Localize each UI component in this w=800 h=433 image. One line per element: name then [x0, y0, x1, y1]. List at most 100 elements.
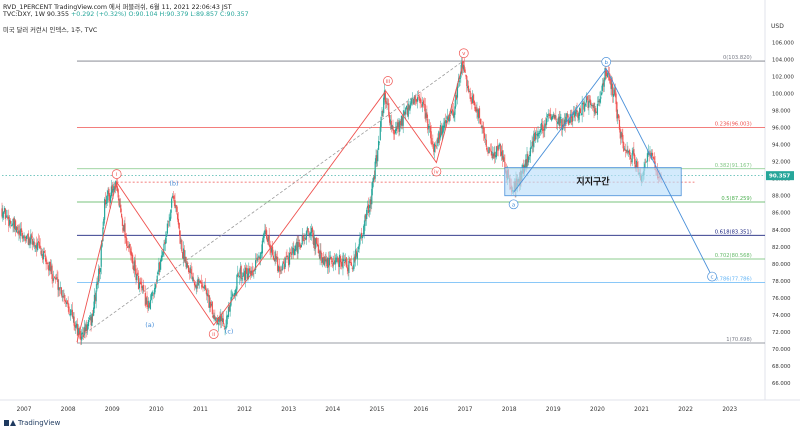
candle-body [238, 275, 241, 278]
candle-body [234, 293, 236, 295]
candle-body [439, 133, 441, 140]
candle-body [191, 272, 193, 280]
blue-wave-label-circle [601, 57, 612, 67]
candle-body [436, 139, 438, 146]
candle-body [244, 267, 247, 281]
candle-body [367, 204, 370, 213]
candle-body [200, 281, 202, 284]
candle-body [500, 145, 502, 157]
candle-body [215, 317, 218, 319]
candle-body [604, 67, 606, 80]
candle-body [370, 199, 372, 205]
x-tick-label: 2008 [61, 407, 76, 413]
candle-body [109, 194, 111, 202]
candle-body [475, 107, 477, 112]
candle-body [12, 219, 14, 225]
candle-body [182, 248, 185, 259]
candle-body [578, 114, 580, 120]
candle-body [501, 150, 504, 160]
y-tick-label: 98.000 [772, 109, 791, 115]
candle-body [361, 236, 364, 239]
symbol-price: TVC:DXY, 1W 90.355 [3, 11, 69, 18]
candle-body [602, 82, 604, 86]
candle-body [47, 263, 49, 264]
candle-body [68, 306, 70, 314]
x-tick-label: 2007 [17, 407, 32, 413]
y-tick-label: 82.000 [772, 245, 791, 251]
candle-body [314, 237, 316, 250]
candle-body [338, 254, 341, 268]
candle-body [154, 284, 157, 289]
candle-body [171, 198, 173, 208]
candle-body [603, 79, 605, 87]
candle-body [419, 98, 421, 102]
candle-body [305, 237, 307, 240]
candle-body [351, 267, 353, 269]
candle-body [252, 273, 254, 275]
candle-body [362, 233, 364, 235]
candle-body [31, 239, 34, 245]
candle-body [408, 105, 410, 110]
candle-body [98, 268, 100, 282]
candle-body [160, 255, 163, 262]
candle-body [26, 234, 29, 236]
x-tick-label: 2014 [325, 407, 340, 413]
candle-body [183, 249, 185, 262]
candle-body [271, 246, 274, 255]
candle-body [485, 139, 487, 147]
candle-body [484, 138, 487, 140]
candle-body [446, 116, 448, 119]
candle-body [422, 102, 424, 106]
candle-body [608, 73, 610, 81]
candle-body [448, 114, 450, 122]
candle-body [282, 261, 285, 264]
candle-body [84, 327, 86, 333]
candle-body [247, 273, 249, 279]
candle-body [531, 141, 533, 147]
last-price-tag [766, 171, 794, 181]
candle-body [29, 238, 31, 244]
y-tick-label: 66.000 [772, 381, 791, 387]
red-wave-label-circle [458, 48, 469, 59]
candle-body [418, 96, 420, 99]
red-impulse-wave [76, 61, 465, 343]
candle-body [95, 290, 97, 302]
candle-body [548, 115, 550, 116]
candle-body [601, 83, 604, 91]
candle-body [97, 283, 99, 285]
candle-body [305, 231, 308, 240]
candle-body [561, 119, 563, 129]
candle-body [626, 149, 628, 152]
candle-body [364, 215, 366, 226]
candle-body [591, 105, 593, 107]
candle-body [35, 245, 37, 248]
candle-body [488, 147, 490, 153]
candle-body [63, 295, 65, 297]
candle-body [465, 75, 467, 77]
x-tick-label: 2010 [149, 407, 164, 413]
candle-body [421, 104, 423, 108]
candle-body [214, 316, 216, 320]
candle-body [221, 318, 224, 323]
candle-body [109, 195, 112, 203]
x-tick-label: 2017 [458, 407, 473, 413]
candle-body [215, 319, 217, 321]
candle-body [489, 149, 492, 151]
candle-body [445, 120, 448, 123]
fib-level-label: 1(70.698) [726, 337, 752, 343]
candle-body [265, 229, 267, 230]
candle-body [212, 316, 214, 317]
candle-body [30, 234, 32, 245]
candle-body [77, 328, 79, 336]
candle-body [235, 289, 237, 296]
candle-body [267, 236, 269, 241]
candle-body [277, 266, 280, 272]
candle-body [300, 244, 302, 248]
candle-body [56, 277, 58, 279]
candle-body [17, 231, 19, 233]
candle-body [138, 282, 141, 289]
candle-body [571, 116, 573, 122]
candle-body [563, 119, 565, 126]
candle-body [322, 257, 324, 263]
